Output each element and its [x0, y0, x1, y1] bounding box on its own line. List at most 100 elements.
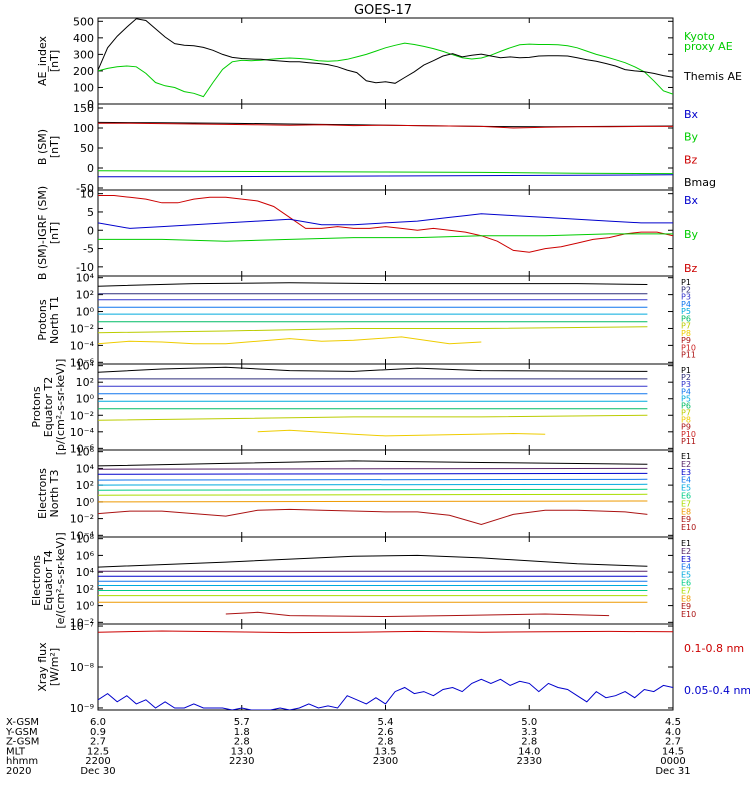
- x-row-label: X-GSM: [6, 717, 39, 728]
- x-row-value: 4.0: [665, 727, 681, 738]
- y-tick-label: 100: [73, 81, 94, 94]
- x-row-value: Dec 30: [80, 766, 115, 777]
- x-row-value: 14.0: [518, 746, 540, 757]
- panel-frame: [97, 189, 674, 277]
- legend-entry: P4: [681, 387, 691, 396]
- y-axis-label: [nT]: [48, 136, 61, 158]
- x-row-value: 13.0: [231, 746, 253, 757]
- y-tick-label: 10⁻⁴: [70, 426, 95, 439]
- x-row-value: 2.7: [90, 737, 106, 748]
- series-e2: [98, 467, 648, 470]
- legend-entry: Bz: [684, 153, 698, 166]
- panel-xray: 10⁻⁷ 10⁻⁸ 10⁻⁹ Xray flux [W/m²] 0.1-0.8 nm 0.0…: [36, 620, 750, 715]
- x-row-value: 14.5: [662, 746, 684, 757]
- y-tick-label: 10²: [76, 583, 94, 596]
- y-tick-label: 10⁶: [76, 549, 95, 562]
- legend-entry: P4: [681, 300, 691, 309]
- y-tick-label: 500: [73, 15, 94, 28]
- y-axis-label: [p/(cm²-s-sr-keV)]: [54, 359, 67, 456]
- legend-entry: P9: [681, 336, 691, 345]
- series-bz: [98, 122, 673, 129]
- y-tick-label: 10²: [76, 376, 94, 389]
- legend-entry: E8: [681, 594, 691, 603]
- y-axis-label: Equator T2: [42, 377, 55, 437]
- y-tick-label: 10⁻⁷: [70, 620, 94, 633]
- legend-entry: P5: [681, 394, 691, 403]
- legend-entry: P7: [681, 322, 691, 331]
- legend-entry: E3: [681, 468, 691, 477]
- y-tick-label: 10⁻²: [70, 322, 94, 335]
- legend-entry: E6: [681, 492, 691, 501]
- legend-entry: E4: [681, 476, 691, 485]
- x-row-value: 5.0: [521, 717, 537, 728]
- series-p8: [98, 336, 482, 345]
- y-axis-label: Electrons: [30, 555, 43, 606]
- legend-entry: E6: [681, 579, 691, 588]
- panel-db: -10 -5 0 5 10 B (SM)-IGRF (SM) [nT] Bx By Bz: [36, 186, 699, 280]
- legend-entry: Kyoto: [684, 30, 715, 43]
- panel-b: -50 0 50 100 150 B (SM) [nT] Bx By Bz Bmag: [36, 102, 716, 195]
- series-bz: [98, 195, 673, 253]
- legend-entry: E10: [681, 610, 696, 619]
- y-tick-label: 10⁻²: [70, 409, 94, 422]
- y-tick-label: 10⁴: [76, 272, 95, 285]
- y-tick-label: -5: [83, 243, 94, 256]
- y-tick-label: 10: [80, 188, 94, 201]
- y-tick-label: 10⁻⁶: [70, 356, 95, 369]
- legend-entry: P1: [681, 278, 691, 287]
- series-e5: [98, 483, 648, 486]
- legend-entry: Bmag: [684, 176, 716, 189]
- y-tick-label: 150: [73, 102, 94, 115]
- y-tick-label: 10⁴: [76, 462, 95, 475]
- panel-frame: [97, 275, 674, 365]
- legend-entry: E4: [681, 563, 691, 572]
- series-bmag: [98, 121, 673, 128]
- legend-entry: E5: [681, 484, 691, 493]
- panel-ee: 10⁸ 10⁶ 10⁴ 10² 10⁰ 10⁻² Electrons Equator T4 [e…: [30, 532, 696, 629]
- x-row-value: 0.9: [90, 727, 106, 738]
- y-axis-label: North T3: [48, 470, 61, 518]
- legend-entry: P5: [681, 307, 691, 316]
- y-tick-label: 10⁰: [76, 393, 95, 406]
- panel-frame: [97, 623, 674, 711]
- legend-entry: P11: [681, 437, 696, 446]
- legend-entry: P6: [681, 401, 691, 410]
- chart-title: GOES-17: [354, 3, 412, 18]
- y-tick-label: 10⁶: [76, 446, 95, 459]
- x-row-value: 2.8: [234, 737, 250, 748]
- y-tick-label: 10⁻⁴: [70, 529, 95, 542]
- y-tick-label: 10⁻²: [70, 513, 94, 526]
- legend-entry: P8: [681, 329, 691, 338]
- series-e8: [98, 500, 648, 503]
- series-kyoto-proxy-ae: [98, 42, 673, 98]
- y-tick-label: 10⁰: [76, 306, 95, 319]
- series-bx: [98, 174, 673, 178]
- series-p7: [98, 414, 648, 421]
- y-tick-label: 10⁻²: [70, 616, 94, 629]
- legend-entry: P9: [681, 423, 691, 432]
- legend-entry: P10: [681, 430, 696, 439]
- x-row-label: Z-GSM: [6, 737, 39, 748]
- y-axis-label: AE_index: [36, 35, 49, 86]
- x-row-value: 5.4: [378, 717, 394, 728]
- legend-entry: Bx: [684, 194, 699, 207]
- y-tick-label: 0: [87, 224, 94, 237]
- y-tick-label: 10⁴: [76, 566, 95, 579]
- y-tick-label: 0: [87, 98, 94, 111]
- x-row-value: 12.5: [87, 746, 109, 757]
- x-row-value: 2330: [517, 756, 542, 767]
- legend-entry: 0.1-0.8 nm: [684, 642, 744, 655]
- x-row-value: 2.8: [521, 737, 537, 748]
- legend-entry: P10: [681, 343, 696, 352]
- legend-entry: P8: [681, 416, 691, 425]
- series-by: [98, 233, 673, 242]
- x-row-value: 2300: [373, 756, 398, 767]
- series-p1: [98, 282, 648, 287]
- x-row-label: MLT: [6, 746, 26, 757]
- y-tick-label: -50: [76, 182, 94, 195]
- y-axis-label: B (SM): [36, 129, 49, 165]
- y-tick-label: 10⁻⁹: [70, 702, 94, 715]
